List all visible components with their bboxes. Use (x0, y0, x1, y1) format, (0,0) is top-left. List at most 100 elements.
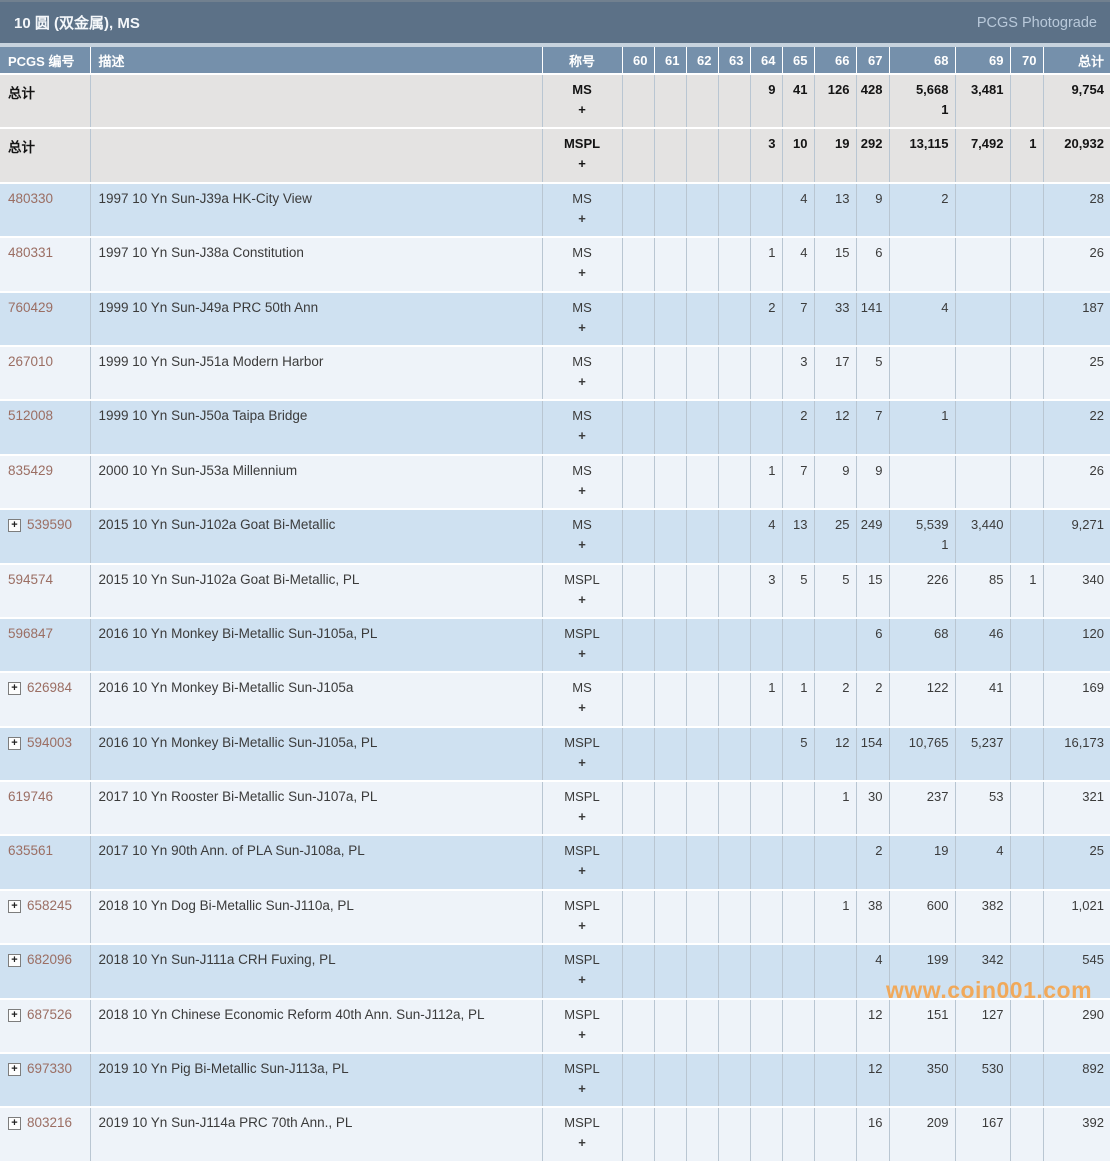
pcgs-number-cell: 480330 (0, 181, 90, 238)
header-cell-称号: 称号 (541, 47, 622, 74)
count-cell-64 (749, 616, 782, 673)
count-cell-62 (685, 943, 718, 999)
pcgs-number-link[interactable]: 687526 (27, 1006, 73, 1022)
count-cell-60 (621, 181, 654, 238)
count-cell-67: 15 (855, 562, 889, 618)
pcgs-number-link[interactable]: 594574 (8, 571, 54, 587)
count-cell-67: 141 (855, 290, 889, 346)
count-cell-66 (813, 1052, 856, 1108)
count-cell-69: 167 (954, 1106, 1010, 1161)
count-cell-67: 5 (855, 344, 889, 401)
pcgs-number-link[interactable]: 835429 (8, 462, 54, 478)
pcgs-number-link[interactable]: 596847 (8, 625, 54, 641)
count-cell-70 (1009, 725, 1043, 782)
count-cell-62 (685, 399, 718, 455)
pcgs-number-link[interactable]: 480330 (8, 190, 54, 206)
pcgs-number-cell: 总计 (0, 72, 90, 129)
count-cell-total: 290 (1042, 997, 1110, 1054)
description-cell: 2016 10 Yn Monkey Bi-Metallic Sun-J105a,… (89, 616, 542, 673)
count-cell-62 (685, 616, 718, 673)
plus-grade-label: + (578, 809, 586, 825)
pcgs-number-cell: 835429 (0, 453, 90, 510)
count-cell-63 (717, 290, 750, 346)
pcgs-number-link[interactable]: 697330 (27, 1061, 73, 1077)
header-cell-60: 60 (621, 47, 654, 74)
count-cell-70 (1009, 453, 1043, 510)
count-cell-67: 6 (855, 236, 889, 292)
pcgs-number-cell: +697330 (0, 1052, 90, 1108)
pcgs-number-link[interactable]: 803216 (27, 1115, 73, 1131)
count-cell-60 (621, 236, 654, 292)
count-cell-61 (653, 399, 686, 455)
pcgs-number-link[interactable]: 626984 (27, 680, 73, 696)
count-cell-65: 4 (781, 181, 814, 238)
expand-icon[interactable]: + (8, 954, 21, 968)
count-cell-69 (954, 399, 1010, 455)
population-table: PCGS 编号 描述 称号 60 61 62 63 64 65 66 67 68 69 70 总计 总计 MS… (0, 47, 1110, 1161)
pcgs-number-link[interactable]: 658245 (27, 897, 73, 913)
count-cell-60 (621, 562, 654, 618)
count-cell-69: 3,440 (954, 508, 1010, 564)
count-cell-68: 600 (888, 888, 955, 945)
count-cell-66: 33 (813, 290, 856, 346)
count-cell-65 (781, 616, 814, 673)
expand-icon[interactable]: + (8, 682, 21, 696)
pcgs-number-link[interactable]: 594003 (27, 734, 73, 750)
count-cell-63 (717, 399, 750, 455)
expand-icon[interactable]: + (8, 1008, 21, 1022)
grade-label: MS (572, 462, 592, 478)
expand-icon[interactable]: + (8, 736, 21, 750)
header-cell-67: 67 (855, 47, 889, 74)
count-cell-70 (1009, 236, 1043, 292)
pcgs-number-cell: +803216 (0, 1106, 90, 1161)
count-cell-63 (717, 127, 750, 183)
pcgs-number-cell: +594003 (0, 725, 90, 782)
count-cell-total: 25 (1042, 344, 1110, 401)
expand-icon[interactable]: + (8, 519, 21, 533)
pcgs-number-link[interactable]: 512008 (8, 408, 54, 424)
pcgs-number-link[interactable]: 267010 (8, 353, 54, 369)
count-cell-62 (685, 671, 718, 727)
table-row: +594003 2016 10 Yn Monkey Bi-Metallic Sun… (0, 725, 1110, 782)
plus-grade-label: + (578, 373, 586, 389)
pcgs-number-link[interactable]: 619746 (8, 789, 54, 805)
count-cell-61 (653, 290, 686, 346)
table-row: 760429 1999 10 Yn Sun-J49a PRC 50th Ann MS… (0, 290, 1110, 346)
count-cell-65: 4 (781, 236, 814, 292)
expand-icon[interactable]: + (8, 899, 21, 913)
count-cell-total: 392 (1042, 1106, 1110, 1161)
count-cell-65: 7 (781, 453, 814, 510)
count-cell-63 (717, 562, 750, 618)
pcgs-number-link[interactable]: 635561 (8, 843, 54, 859)
pcgs-photograde-link[interactable]: PCGS Photograde (976, 14, 1097, 31)
count-cell-66 (813, 997, 856, 1054)
description-cell: 2019 10 Yn Sun-J114a PRC 70th Ann., PL (89, 1106, 542, 1161)
pcgs-number-link[interactable]: 760429 (8, 299, 54, 315)
table-row: +682096 2018 10 Yn Sun-J111a CRH Fuxing, … (0, 943, 1110, 999)
count-cell-61 (653, 508, 686, 564)
plus-grade-label: + (578, 917, 586, 933)
grade-cell: MS + (541, 181, 622, 238)
description-cell: 2018 10 Yn Chinese Economic Reform 40th … (89, 997, 542, 1054)
count-cell-64: 3 (749, 562, 782, 618)
pcgs-number-link[interactable]: 682096 (27, 952, 73, 968)
count-cell-68: 1 (888, 399, 955, 455)
plus-grade-label: + (578, 972, 586, 988)
expand-icon[interactable]: + (8, 1117, 21, 1131)
count-cell-63 (717, 1052, 750, 1108)
pcgs-number-link[interactable]: 480331 (8, 245, 54, 261)
count-cell-63 (717, 72, 750, 129)
expand-icon[interactable]: + (8, 1063, 21, 1077)
count-cell-67: 12 (855, 1052, 889, 1108)
count-cell-61 (653, 997, 686, 1054)
count-cell-60 (621, 671, 654, 727)
pcgs-number-link[interactable]: 539590 (27, 517, 73, 533)
grade-label: MSPL (564, 625, 600, 641)
count-cell-64 (749, 344, 782, 401)
count-cell-60 (621, 943, 654, 999)
count-cell-67: 38 (855, 888, 889, 945)
plus-grade-label: + (578, 591, 586, 607)
count-cell-61 (653, 780, 686, 836)
count-cell-69: 382 (954, 888, 1010, 945)
count-cell-total: 892 (1042, 1052, 1110, 1108)
